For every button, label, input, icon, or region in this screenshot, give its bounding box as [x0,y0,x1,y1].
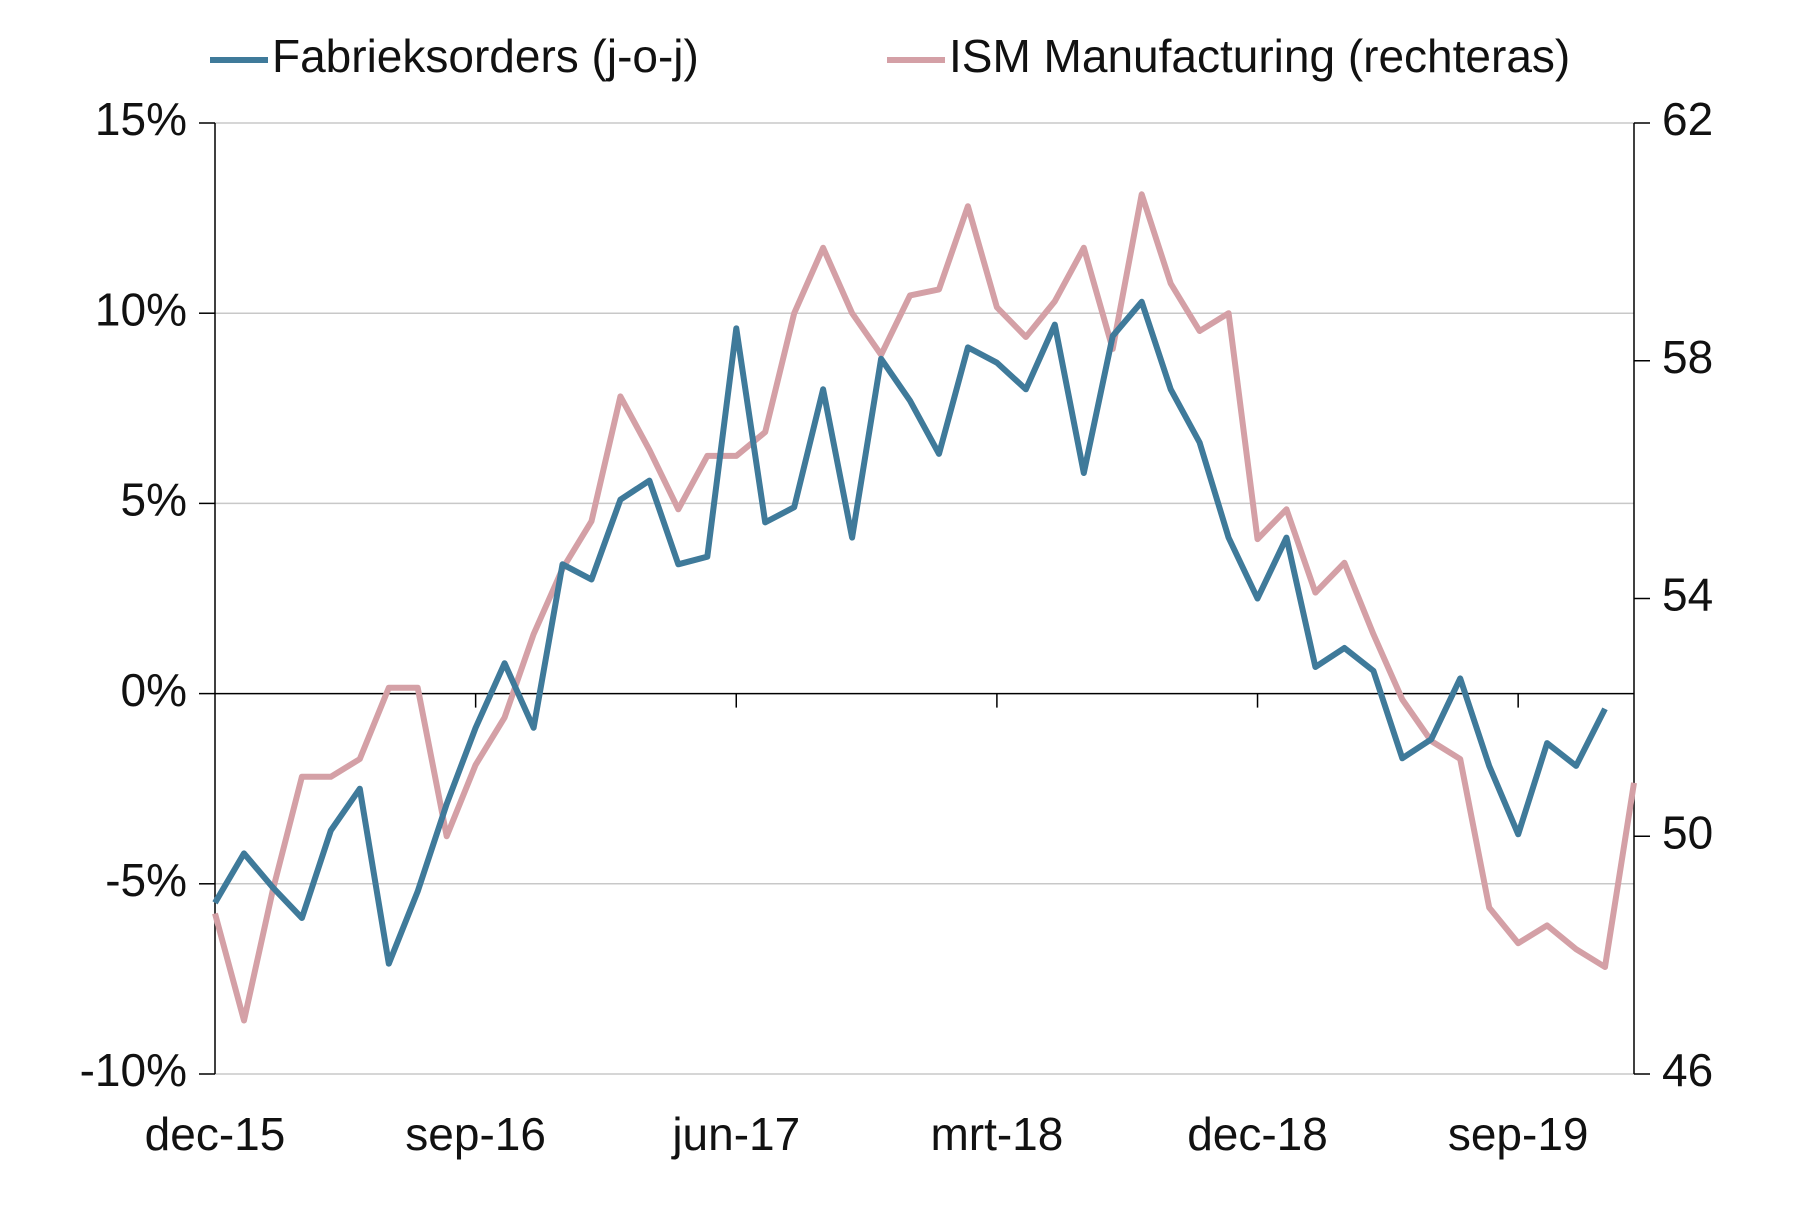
x-tick-label: mrt-18 [930,1108,1063,1160]
y2-tick-label: 46 [1662,1044,1713,1096]
y-tick-label: 15% [95,93,187,145]
x-tick-label: sep-19 [1448,1108,1589,1160]
y-tick-label: -5% [105,854,187,906]
legend-label: ISM Manufacturing (rechteras) [949,30,1570,82]
x-tick-label: dec-18 [1187,1108,1328,1160]
x-tick-label: sep-16 [405,1108,546,1160]
y-tick-label: 0% [121,664,187,716]
y-tick-label: 5% [121,474,187,526]
y-tick-label: -10% [80,1044,187,1096]
y2-tick-label: 54 [1662,569,1713,621]
series-line [212,298,1608,967]
x-tick-label: dec-15 [145,1108,286,1160]
y-tick-label: 10% [95,283,187,335]
legend-label: Fabrieksorders (j-o-j) [272,30,699,82]
y2-tick-label: 58 [1662,331,1713,383]
y2-tick-label: 50 [1662,806,1713,858]
y2-tick-label: 62 [1662,93,1713,145]
x-tick-label: jun-17 [670,1108,800,1160]
series-line [212,191,1637,1024]
